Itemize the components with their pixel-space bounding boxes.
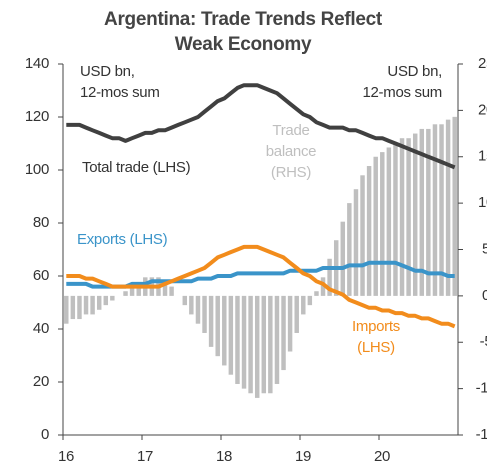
bar bbox=[432, 124, 438, 296]
bar bbox=[222, 295, 227, 366]
chart-title: Weak Economy bbox=[175, 34, 312, 55]
y2-tick-label: 10 bbox=[478, 194, 487, 211]
y-tick-label: 20 bbox=[33, 373, 49, 390]
bar bbox=[412, 133, 418, 296]
y2-tick-label: 15 bbox=[478, 148, 487, 165]
bar bbox=[301, 295, 306, 315]
bar bbox=[103, 295, 109, 306]
annotation: balance bbox=[266, 143, 316, 160]
y-tick-label: 40 bbox=[33, 320, 49, 337]
bar bbox=[110, 295, 115, 301]
y2-tick-label: 20 bbox=[478, 101, 487, 118]
bar bbox=[307, 295, 313, 306]
bar bbox=[419, 128, 425, 296]
bar bbox=[406, 138, 411, 296]
bar bbox=[64, 295, 69, 324]
bar bbox=[386, 147, 392, 296]
bar bbox=[90, 295, 95, 315]
y-tick-label: 140 bbox=[25, 55, 49, 72]
bar bbox=[70, 295, 76, 320]
y2-tick-label: -15 bbox=[476, 426, 487, 443]
bar bbox=[294, 295, 299, 333]
bar bbox=[169, 286, 174, 296]
annotation: 12-mos sum bbox=[362, 84, 442, 101]
bar bbox=[340, 221, 346, 296]
bar bbox=[426, 128, 431, 296]
bar bbox=[366, 166, 372, 296]
bar bbox=[228, 295, 234, 375]
bar bbox=[274, 295, 280, 384]
bar bbox=[281, 295, 286, 371]
annotation: 12-mos sum bbox=[80, 84, 160, 101]
bar bbox=[162, 281, 168, 296]
bar bbox=[241, 295, 247, 389]
bar bbox=[254, 295, 260, 398]
bar bbox=[320, 277, 326, 296]
x-tick-label: 19 bbox=[295, 448, 311, 464]
chart-title: Argentina: Trade Trends Reflect bbox=[104, 9, 383, 30]
x-tick-label: 16 bbox=[58, 448, 74, 464]
x-tick-label: 17 bbox=[137, 448, 153, 464]
bar bbox=[439, 124, 444, 296]
y-tick-label: 60 bbox=[33, 267, 49, 284]
bar bbox=[235, 295, 240, 384]
x-tick-label: 20 bbox=[374, 448, 390, 464]
bar bbox=[195, 295, 201, 324]
legend-label: Total trade (LHS) bbox=[82, 159, 191, 176]
bar bbox=[261, 295, 267, 394]
bar bbox=[327, 258, 332, 296]
bar bbox=[202, 295, 207, 333]
bar bbox=[248, 295, 253, 394]
y-tick-label: 120 bbox=[25, 108, 49, 125]
bar bbox=[347, 203, 352, 296]
bar bbox=[380, 152, 385, 296]
bar bbox=[452, 116, 457, 296]
bar bbox=[123, 291, 128, 296]
y2-tick-label: -10 bbox=[476, 380, 487, 397]
bar bbox=[353, 189, 359, 296]
bar bbox=[399, 138, 405, 296]
bar bbox=[314, 291, 319, 296]
y-tick-label: 0 bbox=[41, 426, 49, 443]
y2-tick-label: 25 bbox=[478, 55, 487, 72]
bar bbox=[96, 295, 102, 310]
bar bbox=[393, 142, 398, 296]
annotation: (LHS) bbox=[357, 339, 395, 356]
line bbox=[66, 244, 456, 329]
bar bbox=[83, 295, 89, 315]
bar bbox=[360, 175, 365, 296]
bar bbox=[129, 286, 135, 296]
annotation: USD bn, bbox=[80, 63, 135, 80]
line bbox=[66, 83, 456, 170]
legend-label: Exports (LHS) bbox=[77, 231, 168, 248]
bar bbox=[208, 295, 214, 347]
bar bbox=[373, 156, 378, 296]
annotation: USD bn, bbox=[387, 63, 442, 80]
bar bbox=[215, 295, 220, 357]
y2-tick-label: -5 bbox=[480, 333, 487, 350]
annotation: Imports bbox=[352, 318, 400, 335]
annotation: Trade bbox=[272, 122, 309, 139]
bar bbox=[77, 295, 82, 320]
bar bbox=[287, 295, 293, 352]
bar bbox=[189, 295, 194, 315]
line bbox=[66, 260, 455, 289]
y-tick-label: 80 bbox=[33, 214, 49, 231]
bar bbox=[136, 281, 141, 296]
bar bbox=[182, 295, 188, 306]
annotation: (RHS) bbox=[271, 164, 311, 181]
y2-tick-label: 5 bbox=[482, 240, 487, 257]
x-tick-label: 18 bbox=[216, 448, 232, 464]
bar bbox=[445, 119, 451, 296]
bar bbox=[268, 295, 273, 394]
y2-tick-label: 0 bbox=[482, 287, 487, 304]
y-tick-label: 100 bbox=[25, 161, 49, 178]
